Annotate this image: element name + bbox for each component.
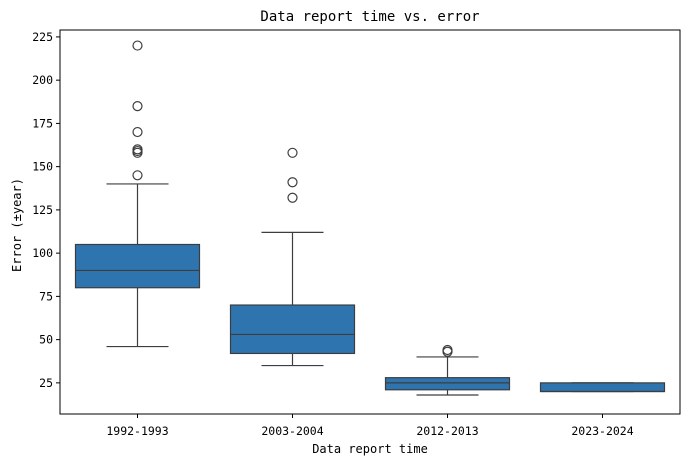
x-tick-label: 2012-2013 — [416, 424, 478, 438]
outlier-point — [132, 170, 143, 181]
y-tick-label: 175 — [32, 116, 53, 130]
outlier-point — [287, 192, 298, 203]
outlier-point — [132, 101, 143, 112]
x-axis-label: Data report time — [312, 442, 428, 456]
y-axis-label: Error (±year) — [10, 178, 24, 272]
outlier-point — [442, 344, 453, 356]
outlier-point — [132, 40, 143, 51]
outlier-point — [132, 144, 143, 155]
y-tick-label: 200 — [32, 73, 53, 87]
y-tick-label: 225 — [32, 30, 53, 44]
y-tick-label: 75 — [39, 289, 53, 303]
box-1992-1993 — [74, 243, 201, 289]
box-2003-2004 — [229, 304, 356, 355]
plot-frame — [59, 29, 681, 415]
x-tick-label: 1992-1993 — [106, 424, 168, 438]
plot-area: 25 50 75 100 125 150 175 200 225 1992-1993 2003-20… — [32, 29, 681, 438]
outlier-point — [132, 126, 143, 138]
outlier-point — [287, 177, 298, 188]
y-tick-label: 25 — [39, 376, 53, 390]
box-2023-2024 — [539, 382, 666, 393]
y-tick-label: 100 — [32, 246, 53, 260]
y-tick-label: 150 — [32, 160, 53, 174]
y-tick-label: 50 — [39, 333, 53, 347]
box-2012-2013 — [384, 377, 511, 391]
x-tick-label: 2003-2004 — [261, 424, 323, 438]
chart-title: Data report time vs. error — [260, 9, 479, 25]
outlier-point — [287, 147, 298, 158]
x-tick-label: 2023-2024 — [571, 424, 633, 438]
y-tick-label: 125 — [32, 203, 53, 217]
